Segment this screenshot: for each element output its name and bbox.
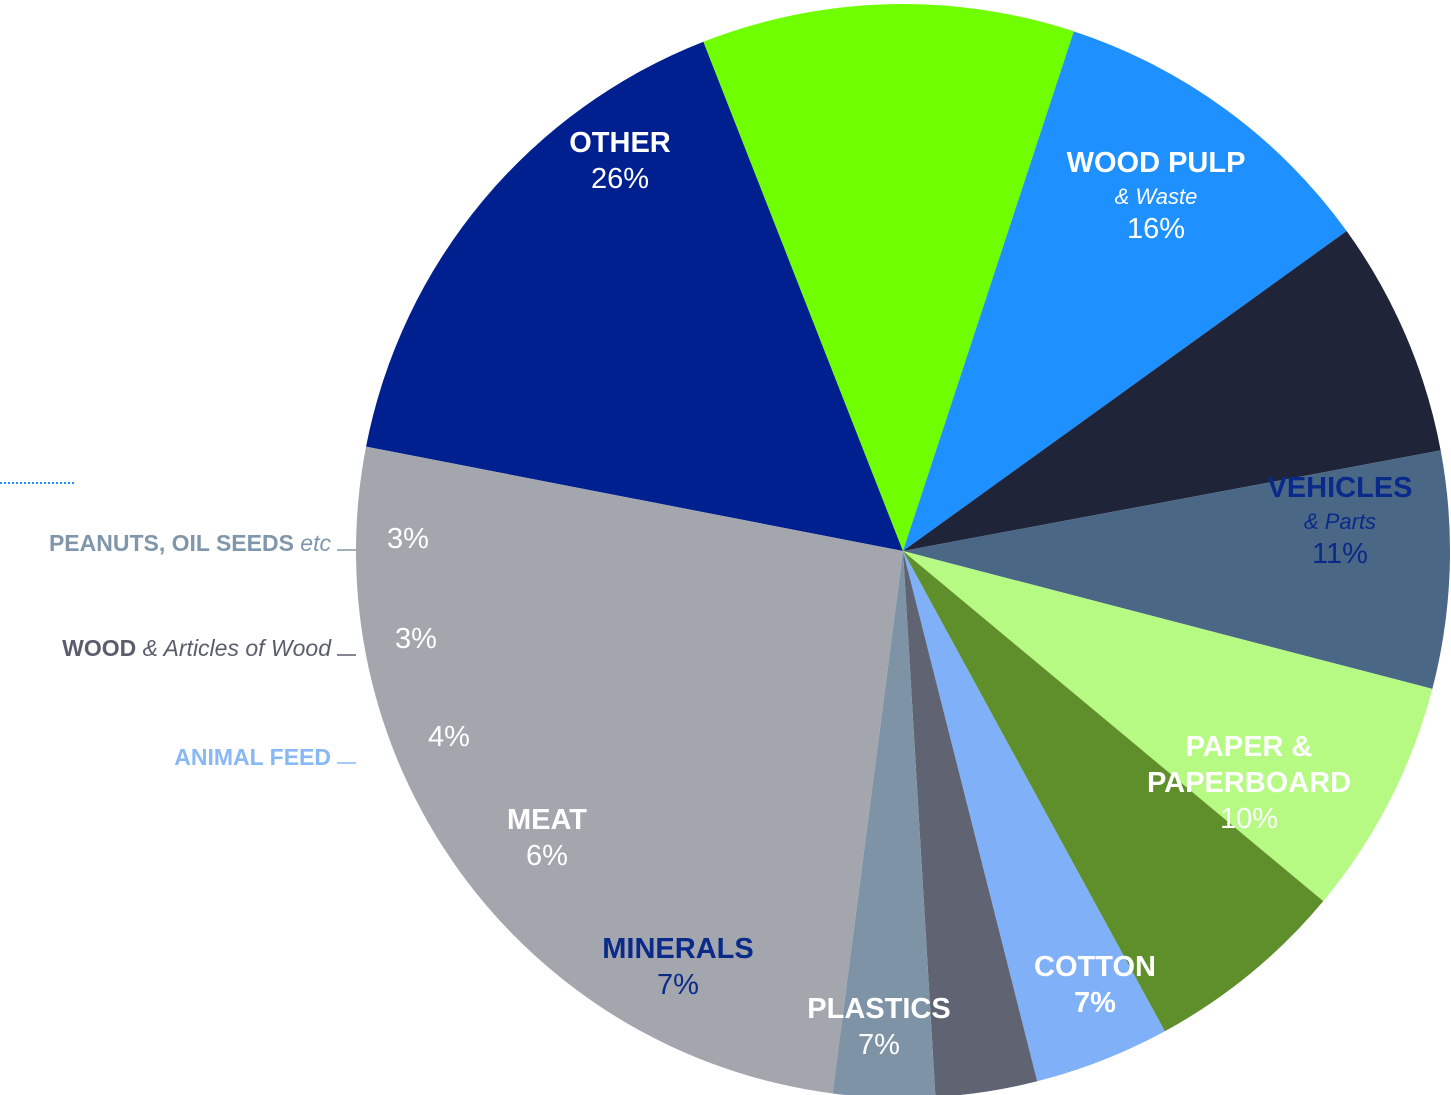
outside-label-animal-feed: ANIMAL FEED <box>174 744 331 770</box>
pie-slice-other <box>356 446 903 1094</box>
slice-sublabel-wood-pulp: & Waste <box>1115 184 1198 209</box>
slice-value-minerals: 7% <box>657 969 699 1001</box>
pie-slices <box>356 4 1451 1095</box>
slice-value-cotton: 7% <box>1074 987 1116 1019</box>
slice-label-other: OTHER <box>569 127 671 159</box>
slice-value-paper: 10% <box>1220 803 1278 835</box>
slice-value-animal-feed: 4% <box>428 721 470 753</box>
outside-label-wood: WOOD & Articles of Wood <box>62 635 332 661</box>
pie-slice-wood-pulp <box>366 41 903 552</box>
slice-sublabel-vehicles: & Parts <box>1304 509 1376 534</box>
inside-labels: WOOD PULP & Waste 16% VEHICLES & Parts 11% PAP… <box>387 127 1412 1061</box>
pie-slice-paper <box>903 31 1347 552</box>
slice-label-vehicles: VEHICLES <box>1267 472 1412 504</box>
slice-value-wood-pulp: 16% <box>1127 213 1185 245</box>
pie-slice-cotton <box>903 231 1441 551</box>
slice-value-wood: 3% <box>395 623 437 655</box>
outside-labels: ANIMAL FEED WOOD & Articles of Wood PEANUT… <box>49 530 356 770</box>
outside-label-peanuts: PEANUTS, OIL SEEDS etc <box>49 530 332 556</box>
slice-label-meat: MEAT <box>507 804 587 836</box>
pie-slice-vehicles <box>703 4 1074 551</box>
slice-value-peanuts: 3% <box>387 523 429 555</box>
pie-slice-wood <box>903 551 1038 1095</box>
pie-slice-minerals <box>903 551 1433 902</box>
slice-label-paper: PAPER & <box>1186 731 1313 763</box>
slice-label-paper-line2: PAPERBOARD <box>1147 767 1351 799</box>
slice-value-meat: 6% <box>526 840 568 872</box>
slice-label-cotton: COTTON <box>1034 951 1156 983</box>
pie-slice-peanuts <box>832 551 936 1095</box>
pie-slice-plastics <box>903 450 1451 689</box>
slice-value-vehicles: 11% <box>1312 538 1368 570</box>
pie-slice-meat <box>903 551 1324 1032</box>
slice-label-plastics: PLASTICS <box>807 993 950 1025</box>
slice-label-wood-pulp: WOOD PULP <box>1067 147 1246 179</box>
slice-label-minerals: MINERALS <box>602 933 753 965</box>
slice-value-other: 26% <box>591 163 649 195</box>
slice-value-plastics: 7% <box>858 1029 900 1061</box>
pie-slice-animal-feed <box>903 551 1165 1082</box>
